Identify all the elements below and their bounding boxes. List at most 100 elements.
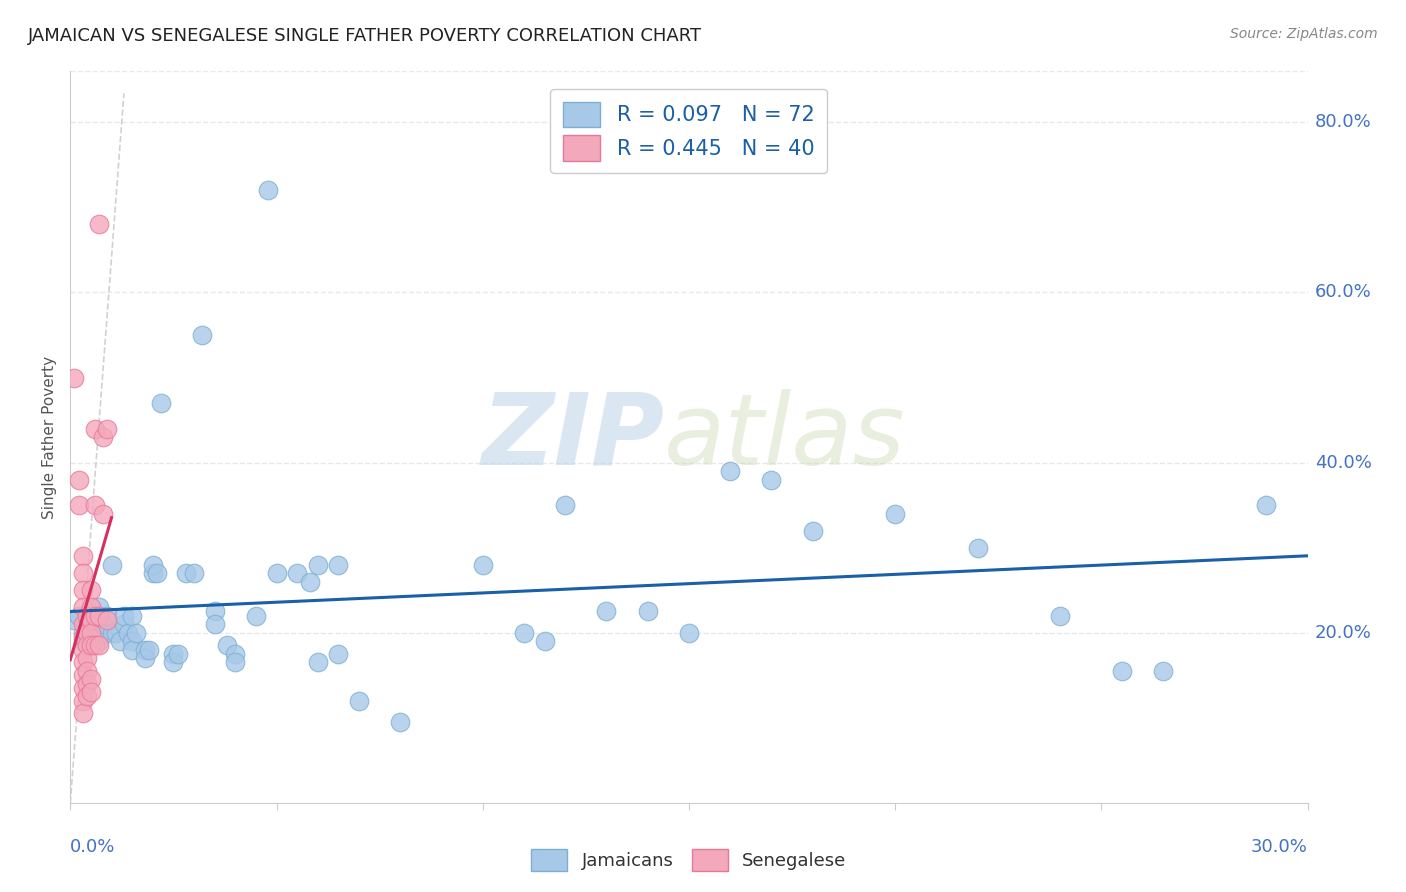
Point <box>328 647 350 661</box>
Point <box>80 583 103 598</box>
Point <box>637 604 659 618</box>
Point <box>471 558 494 572</box>
Point <box>761 473 783 487</box>
Point <box>89 600 111 615</box>
Text: 80.0%: 80.0% <box>1315 113 1371 131</box>
Point <box>89 218 111 232</box>
Point <box>72 681 94 695</box>
Point <box>72 694 94 708</box>
Point <box>84 617 107 632</box>
Point <box>533 634 555 648</box>
Point <box>67 473 90 487</box>
Point <box>174 566 197 581</box>
Point <box>89 608 111 623</box>
Point <box>108 634 131 648</box>
Point <box>215 639 238 653</box>
Point <box>162 656 184 670</box>
Point <box>76 664 98 678</box>
Point <box>104 625 127 640</box>
Y-axis label: Single Father Poverty: Single Father Poverty <box>42 356 58 518</box>
Text: Source: ZipAtlas.com: Source: ZipAtlas.com <box>1230 27 1378 41</box>
Point <box>63 613 86 627</box>
Point <box>80 634 103 648</box>
Point <box>1152 664 1174 678</box>
Point <box>80 613 103 627</box>
Point <box>134 651 156 665</box>
Point <box>96 608 118 623</box>
Point <box>224 656 246 670</box>
Point <box>72 634 94 648</box>
Point <box>1111 664 1133 678</box>
Point <box>84 639 107 653</box>
Point <box>146 566 169 581</box>
Point <box>76 677 98 691</box>
Point <box>76 625 98 640</box>
Point <box>96 613 118 627</box>
Point <box>966 541 988 555</box>
Point <box>204 604 226 618</box>
Point <box>150 396 173 410</box>
Point <box>76 617 98 632</box>
Point <box>100 625 122 640</box>
Point <box>328 558 350 572</box>
Point <box>72 600 94 615</box>
Text: ZIP: ZIP <box>481 389 664 485</box>
Point <box>678 625 700 640</box>
Point <box>142 558 165 572</box>
Point <box>80 600 103 615</box>
Text: 0.0%: 0.0% <box>70 838 115 856</box>
Point <box>80 639 103 653</box>
Point <box>138 642 160 657</box>
Point <box>121 634 143 648</box>
Text: JAMAICAN VS SENEGALESE SINGLE FATHER POVERTY CORRELATION CHART: JAMAICAN VS SENEGALESE SINGLE FATHER POV… <box>28 27 702 45</box>
Point <box>76 651 98 665</box>
Point <box>72 566 94 581</box>
Point <box>125 625 148 640</box>
Point <box>307 656 329 670</box>
Text: 30.0%: 30.0% <box>1251 838 1308 856</box>
Point <box>347 694 370 708</box>
Point <box>84 608 107 623</box>
Text: atlas: atlas <box>664 389 905 485</box>
Point <box>91 507 114 521</box>
Point <box>76 608 98 623</box>
Point <box>80 625 103 640</box>
Point <box>72 706 94 721</box>
Point <box>84 625 107 640</box>
Point <box>91 430 114 444</box>
Point <box>134 642 156 657</box>
Point <box>285 566 308 581</box>
Point <box>72 625 94 640</box>
Point <box>84 421 107 435</box>
Point <box>89 639 111 653</box>
Point <box>80 625 103 640</box>
Text: 40.0%: 40.0% <box>1315 454 1371 472</box>
Point <box>162 647 184 661</box>
Point <box>72 668 94 682</box>
Point <box>245 608 267 623</box>
Point <box>89 634 111 648</box>
Point <box>84 498 107 512</box>
Point <box>112 617 135 632</box>
Point <box>76 639 98 653</box>
Point <box>76 625 98 640</box>
Point <box>63 370 86 384</box>
Text: 20.0%: 20.0% <box>1315 624 1371 641</box>
Point <box>801 524 824 538</box>
Point <box>298 574 321 589</box>
Point <box>117 625 139 640</box>
Point <box>112 608 135 623</box>
Point <box>100 558 122 572</box>
Point <box>183 566 205 581</box>
Point <box>121 642 143 657</box>
Point <box>80 673 103 687</box>
Point <box>166 647 188 661</box>
Legend: R = 0.097   N = 72, R = 0.445   N = 40: R = 0.097 N = 72, R = 0.445 N = 40 <box>551 89 827 173</box>
Point <box>513 625 536 640</box>
Point <box>96 421 118 435</box>
Point <box>1256 498 1278 512</box>
Point <box>191 328 214 343</box>
Point <box>72 549 94 563</box>
Point <box>142 566 165 581</box>
Point <box>72 642 94 657</box>
